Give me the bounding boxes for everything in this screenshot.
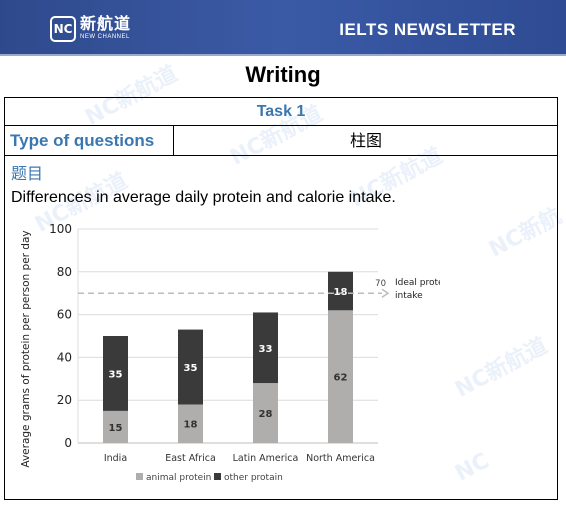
bar-segment (103, 410, 128, 443)
reference-line-layer: 70 Ideal protein intake (78, 278, 440, 301)
x-tick-label: India (104, 453, 127, 464)
y-tick-label: 20 (57, 393, 72, 407)
page-title: Writing (245, 62, 321, 87)
data-label: 28 (259, 409, 273, 420)
bar-segment (253, 312, 278, 384)
y-tick-label: 80 (57, 265, 72, 279)
type-label: Type of questions (5, 126, 174, 155)
reference-label: intake (395, 291, 423, 301)
bar-segment (178, 329, 203, 405)
task-label: Task 1 (5, 98, 557, 126)
type-value: 柱图 (349, 131, 382, 150)
data-label: 35 (184, 363, 198, 374)
type-row: Type of questions 柱图 (5, 126, 557, 156)
section-label: 题目 (11, 164, 44, 183)
reference-label: Ideal protein (395, 278, 440, 288)
legend-label: animal protein (146, 473, 211, 483)
legend-label: other protain (224, 473, 283, 483)
data-label: 35 (109, 369, 123, 380)
data-label: 15 (109, 423, 123, 434)
data-label: 33 (259, 344, 273, 355)
reference-value: 70 (375, 279, 386, 289)
x-tick-label: North America (306, 453, 375, 464)
bar-segment (253, 383, 278, 443)
bar-segment (328, 271, 353, 311)
data-label: 18 (184, 420, 198, 431)
header-banner: NC 新航道 NEW CHANNEL IELTS NEWSLETTER (0, 0, 566, 56)
logo-text: 新航道 NEW CHANNEL (80, 17, 131, 41)
legend-swatch (136, 473, 143, 480)
y-tick-label: 40 (57, 350, 72, 364)
bar-segment (178, 404, 203, 443)
bar-segment (103, 336, 128, 411)
logo-cn: 新航道 (80, 16, 132, 33)
bar-segment (328, 310, 353, 443)
logo: NC 新航道 NEW CHANNEL (50, 14, 131, 44)
data-label: 62 (334, 373, 348, 384)
legend: animal protein other protain (136, 473, 283, 483)
y-tick-label: 60 (57, 308, 72, 322)
task-description: Differences in average daily protein and… (11, 189, 396, 206)
reference-arrow-icon (381, 288, 390, 298)
bars-layer: 15 35 India 18 35 East Africa 28 33 Latin Americ… (103, 271, 375, 464)
y-tick-label: 100 (49, 222, 72, 236)
y-axis-label: Average grams of protein per person per … (20, 230, 32, 467)
logo-en: NEW CHANNEL (80, 34, 130, 40)
task-table: Task 1 Type of questions 柱图 题目 Differenc… (4, 97, 558, 500)
bar-chart: Average grams of protein per person per … (20, 222, 440, 483)
y-tick-label: 0 (64, 436, 72, 450)
logo-mark-icon: NC (50, 16, 76, 42)
x-tick-label: East Africa (165, 453, 216, 464)
legend-swatch (214, 473, 221, 480)
newsletter-title: IELTS NEWSLETTER (339, 20, 516, 39)
x-tick-label: Latin America (233, 453, 299, 464)
